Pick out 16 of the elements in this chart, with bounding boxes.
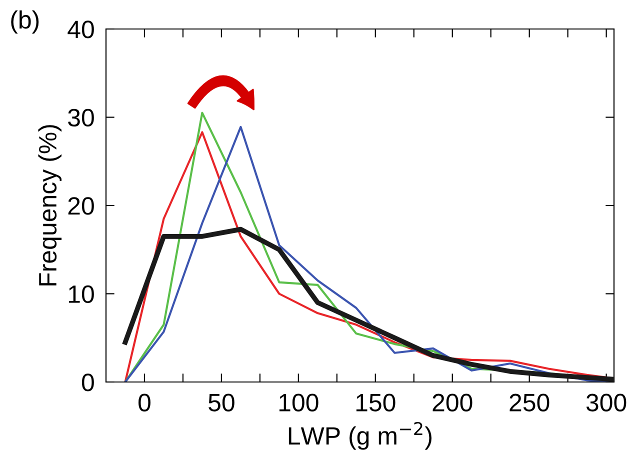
x-tick-label: 200 xyxy=(432,394,472,412)
line-series xyxy=(122,226,614,382)
x-axis-title: LWP (g m$^{−2}$) xyxy=(288,422,432,450)
x-tick-label: 300 xyxy=(586,394,626,412)
y-tick-label: 30 xyxy=(68,108,94,127)
x-tick-label: 150 xyxy=(356,394,396,412)
chart-title: (b) xyxy=(11,10,39,34)
y-tick-label: 20 xyxy=(68,197,94,215)
y-tick-label: 0 xyxy=(82,374,94,392)
x-tick-label: 250 xyxy=(510,394,550,412)
y-tick-label: 10 xyxy=(68,285,94,304)
x-tick-label: 50 xyxy=(208,394,234,412)
y-axis-title: Frequency (%) xyxy=(38,125,62,286)
x-tick-label: 0 xyxy=(138,394,150,412)
x-tick-label: 100 xyxy=(279,394,318,412)
y-tick-label: 40 xyxy=(68,20,94,38)
